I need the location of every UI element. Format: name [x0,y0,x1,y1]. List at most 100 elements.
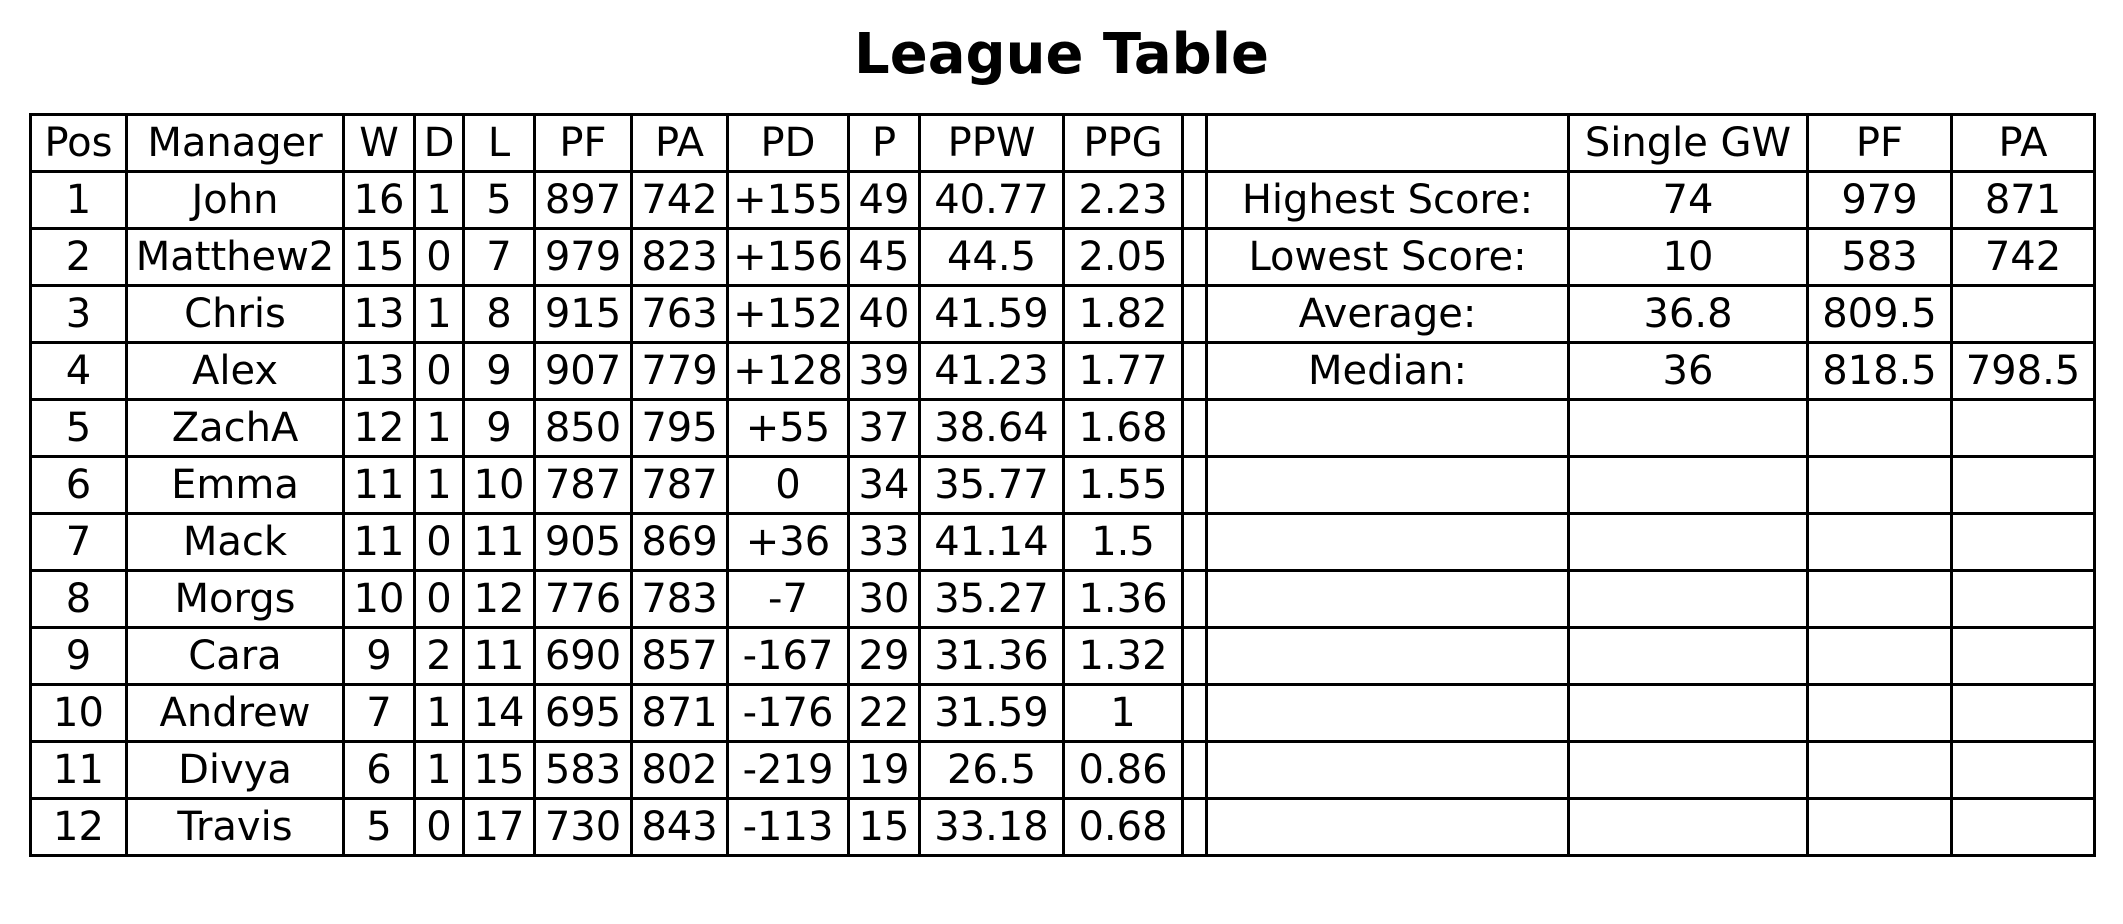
cell-pa: 857 [630,626,729,686]
cell-d: 0 [413,569,465,629]
cell-d: 0 [413,512,465,572]
stats-cell-label [1205,797,1570,857]
cell-l: 5 [462,170,536,230]
stats-cell-label [1205,740,1570,800]
stats-cell-pf [1806,455,1953,515]
cell-l: 9 [462,341,536,401]
cell-pa: 795 [630,398,729,458]
cell-ppw: 26.5 [918,740,1065,800]
stats-cell-single-gw [1567,683,1809,743]
cell-w: 13 [342,284,416,344]
table-row: 9 Cara 9 2 11 690 857 -167 29 31.36 1.32 [29,626,2096,686]
cell-w: 11 [342,455,416,515]
cell-w: 11 [342,512,416,572]
cell-ppw: 41.14 [918,512,1065,572]
stats-cell-single-gw [1567,797,1809,857]
stats-cell-pa [1950,455,2096,515]
stats-cell-pf [1806,626,1953,686]
table-row: 2 Matthew2 15 0 7 979 823 +156 45 44.5 2.05 Lowest … [29,227,2096,287]
cell-pd: -176 [726,683,850,743]
cell-l: 15 [462,740,536,800]
cell-l: 10 [462,455,536,515]
cell-d: 1 [413,170,465,230]
cell-ppw: 33.18 [918,797,1065,857]
cell-ppg: 1.36 [1062,569,1184,629]
stats-cell-single-gw: 74 [1567,170,1809,230]
cell-pos: 8 [29,569,128,629]
cell-pd: +156 [726,227,850,287]
cell-ppg: 1.55 [1062,455,1184,515]
stats-cell-single-gw [1567,512,1809,572]
stats-cell-label: Average: [1205,284,1570,344]
cell-w: 9 [342,626,416,686]
page-title: League Table [854,22,1269,87]
cell-pd: +152 [726,284,850,344]
cell-p: 39 [847,341,921,401]
stats-cell-label [1205,512,1570,572]
cell-p: 49 [847,170,921,230]
stats-header-label [1205,113,1570,173]
spacer-cell [1181,797,1208,857]
cell-d: 0 [413,227,465,287]
cell-ppg: 0.86 [1062,740,1184,800]
cell-p: 45 [847,227,921,287]
cell-w: 10 [342,569,416,629]
cell-pa: 823 [630,227,729,287]
cell-pos: 4 [29,341,128,401]
cell-w: 13 [342,341,416,401]
cell-p: 30 [847,569,921,629]
stats-cell-pf: 809.5 [1806,284,1953,344]
cell-ppg: 1.5 [1062,512,1184,572]
cell-w: 16 [342,170,416,230]
cell-p: 19 [847,740,921,800]
header-manager: Manager [125,113,345,173]
cell-ppg: 0.68 [1062,797,1184,857]
spacer-cell [1181,284,1208,344]
stats-cell-pf [1806,797,1953,857]
cell-w: 7 [342,683,416,743]
cell-pf: 787 [533,455,633,515]
cell-pf: 979 [533,227,633,287]
cell-l: 14 [462,683,536,743]
cell-pa: 783 [630,569,729,629]
cell-ppw: 40.77 [918,170,1065,230]
stats-cell-pa [1950,740,2096,800]
cell-manager: Alex [125,341,345,401]
stats-cell-pf [1806,569,1953,629]
cell-manager: Morgs [125,569,345,629]
stats-cell-pa: 742 [1950,227,2096,287]
stats-cell-label [1205,683,1570,743]
table-row: 3 Chris 13 1 8 915 763 +152 40 41.59 1.82 Average: 3… [29,284,2096,344]
cell-pd: -113 [726,797,850,857]
spacer-cell [1181,740,1208,800]
cell-pf: 776 [533,569,633,629]
cell-manager: Emma [125,455,345,515]
cell-pos: 5 [29,398,128,458]
cell-pf: 695 [533,683,633,743]
cell-p: 40 [847,284,921,344]
table-row: 10 Andrew 7 1 14 695 871 -176 22 31.59 1 [29,683,2096,743]
cell-pa: 779 [630,341,729,401]
stats-cell-label [1205,569,1570,629]
header-ppg: PPG [1062,113,1184,173]
cell-pf: 583 [533,740,633,800]
stats-cell-label [1205,626,1570,686]
stats-cell-pf [1806,398,1953,458]
spacer-cell [1181,512,1208,572]
header-p: P [847,113,921,173]
cell-pf: 897 [533,170,633,230]
table-row: 1 John 16 1 5 897 742 +155 49 40.77 2.23 Highest Sc… [29,170,2096,230]
cell-l: 9 [462,398,536,458]
cell-manager: Cara [125,626,345,686]
cell-pa: 787 [630,455,729,515]
cell-pd: 0 [726,455,850,515]
cell-ppg: 1.68 [1062,398,1184,458]
stats-header-single-gw: Single GW [1567,113,1809,173]
stats-cell-single-gw [1567,455,1809,515]
cell-pd: -219 [726,740,850,800]
cell-w: 15 [342,227,416,287]
cell-ppw: 31.59 [918,683,1065,743]
stats-cell-pa [1950,683,2096,743]
cell-pa: 742 [630,170,729,230]
spacer-cell [1181,569,1208,629]
